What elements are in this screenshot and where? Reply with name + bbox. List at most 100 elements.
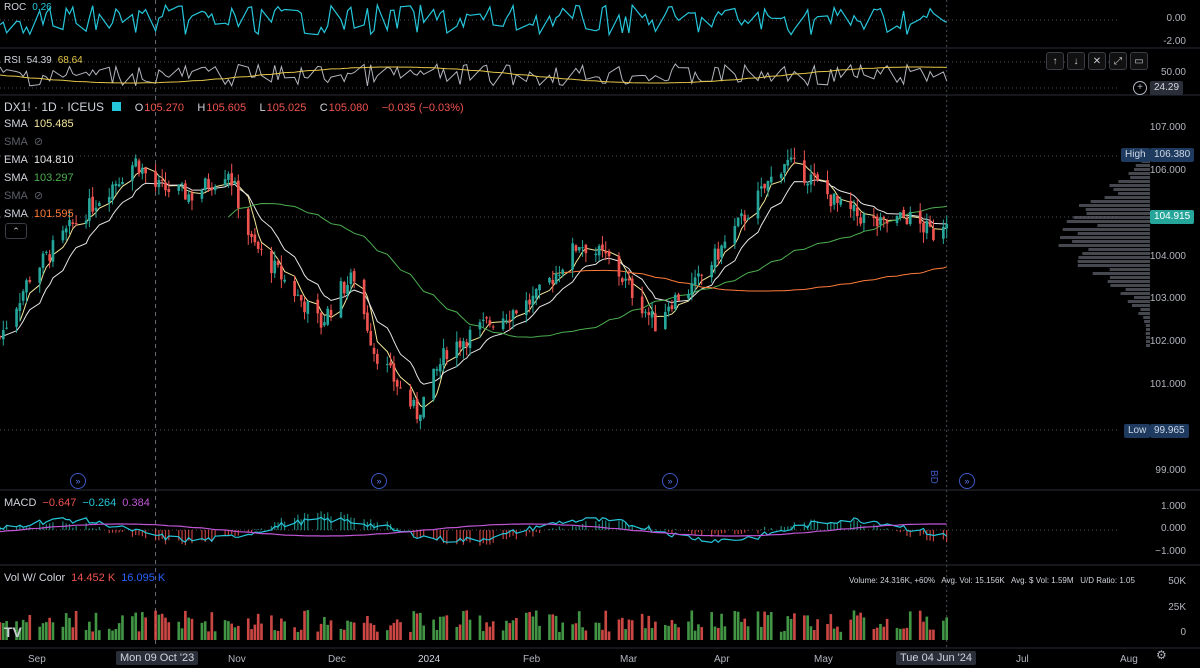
macd-histogram-bar [532, 530, 534, 537]
macd-histogram-bar [826, 522, 829, 530]
collapse-icon[interactable]: ▭ [1130, 52, 1148, 70]
volume-bar [654, 621, 657, 640]
hidden-eye-icon[interactable]: ⊘ [33, 136, 44, 148]
volume-bar [223, 620, 227, 640]
macd-histogram-bar [810, 519, 812, 530]
candle-body [227, 173, 230, 180]
macd-value-2: −0.264 [82, 497, 117, 509]
macd-tick-0: 1.000 [1160, 501, 1186, 512]
ma-name: SMA [4, 136, 28, 148]
x-tick-may: May [814, 654, 833, 665]
volume-bar [908, 611, 912, 640]
maximize-icon[interactable]: ⤢ [1109, 52, 1127, 70]
volume-bar [1, 622, 5, 640]
candle-body [481, 319, 485, 321]
volume-bar [491, 621, 495, 640]
volume-bar [710, 612, 713, 640]
price-tick-0: 107.000 [1149, 122, 1186, 133]
symbol-title[interactable]: DX1! · 1D · ICEUS [4, 100, 105, 114]
volume-profile-bar [1118, 192, 1150, 195]
ma-legend-3[interactable]: SMA 103.297 [4, 172, 80, 184]
candle-body [319, 312, 323, 328]
event-marker-icon[interactable]: » [959, 473, 975, 489]
volume-bar [515, 617, 518, 640]
macd-histogram-bar [552, 528, 554, 530]
volume-bar [594, 622, 598, 640]
candle-body [581, 247, 584, 249]
event-marker-icon[interactable]: » [662, 473, 678, 489]
candle-body [508, 319, 512, 321]
macd-histogram-bar [813, 519, 815, 530]
ma-legend-4[interactable]: SMA ⊘ [4, 190, 49, 202]
volume-bar [362, 622, 366, 640]
volume-bar [250, 629, 253, 640]
macd-histogram-bar [19, 525, 21, 530]
volume-bar [746, 626, 750, 640]
move-up-icon[interactable]: ↑ [1046, 52, 1064, 70]
candle-body [571, 243, 574, 270]
bd-marker[interactable]: BD [928, 470, 939, 484]
ma-legend-0[interactable]: SMA 105.485 [4, 118, 80, 130]
volume-profile-bar [1090, 200, 1150, 203]
volume-bar [538, 625, 541, 640]
candle-body [640, 296, 644, 314]
volume-bar [45, 622, 48, 640]
volume-profile-bar [1058, 244, 1150, 247]
candle-body [548, 277, 551, 283]
volume-bar [604, 610, 608, 640]
candle-body [793, 157, 796, 159]
candle-body [905, 219, 909, 225]
candle-body [230, 173, 234, 186]
volume-bar [207, 631, 210, 640]
candle-body [167, 188, 171, 192]
candle-body [700, 274, 704, 276]
macd-histogram-bar [562, 528, 564, 530]
macd-histogram-bar [601, 520, 604, 530]
macd-histogram-bar [168, 530, 170, 541]
candle-body [458, 340, 462, 348]
volume-profile-bar [1107, 280, 1150, 283]
delete-icon[interactable]: ✕ [1088, 52, 1106, 70]
volume-bar [385, 630, 389, 640]
roc-legend: ROC 0.26 [4, 2, 58, 14]
volume-bar [485, 622, 488, 640]
macd-histogram-bar [62, 521, 64, 530]
collapse-legend-icon[interactable]: ⌃ [5, 223, 27, 239]
candle-body [41, 253, 45, 268]
rsi-value-2: 68.64 [57, 55, 83, 66]
volume-bar [299, 629, 303, 640]
candle-body [28, 279, 32, 283]
volume-bar [922, 621, 925, 640]
ma-legend-5[interactable]: SMA 101.595 [4, 208, 80, 220]
macd-histogram-bar [95, 528, 97, 530]
macd-histogram-bar [98, 527, 100, 530]
candle-body [849, 200, 853, 210]
candle-body [647, 312, 651, 316]
settings-gear-icon[interactable]: ⚙ [1156, 648, 1167, 662]
ma-legend-1[interactable]: SMA ⊘ [4, 136, 49, 148]
ma-name: SMA [4, 172, 28, 184]
macd-histogram-bar [595, 521, 597, 530]
candle-body [763, 183, 766, 189]
volume-bar [97, 630, 101, 640]
move-down-icon[interactable]: ↓ [1067, 52, 1085, 70]
volume-bar [759, 626, 763, 640]
volume-bar [51, 622, 55, 640]
add-icon[interactable]: + [1133, 81, 1147, 95]
tradingview-logo[interactable]: TV [4, 624, 22, 640]
ma-legend-2[interactable]: EMA 104.810 [4, 154, 80, 166]
event-marker-icon[interactable]: » [70, 473, 86, 489]
macd-histogram-bar [618, 520, 620, 530]
event-marker-icon[interactable]: » [371, 473, 387, 489]
volume-bar [779, 631, 783, 640]
macd-histogram-bar [687, 530, 690, 532]
macd-histogram-bar [482, 530, 484, 544]
macd-histogram-bar [850, 523, 852, 530]
ma-name: SMA [4, 208, 28, 220]
candle-body [419, 414, 422, 422]
hidden-eye-icon[interactable]: ⊘ [33, 190, 44, 202]
macd-histogram-bar [237, 530, 239, 536]
candle-body [928, 221, 932, 227]
